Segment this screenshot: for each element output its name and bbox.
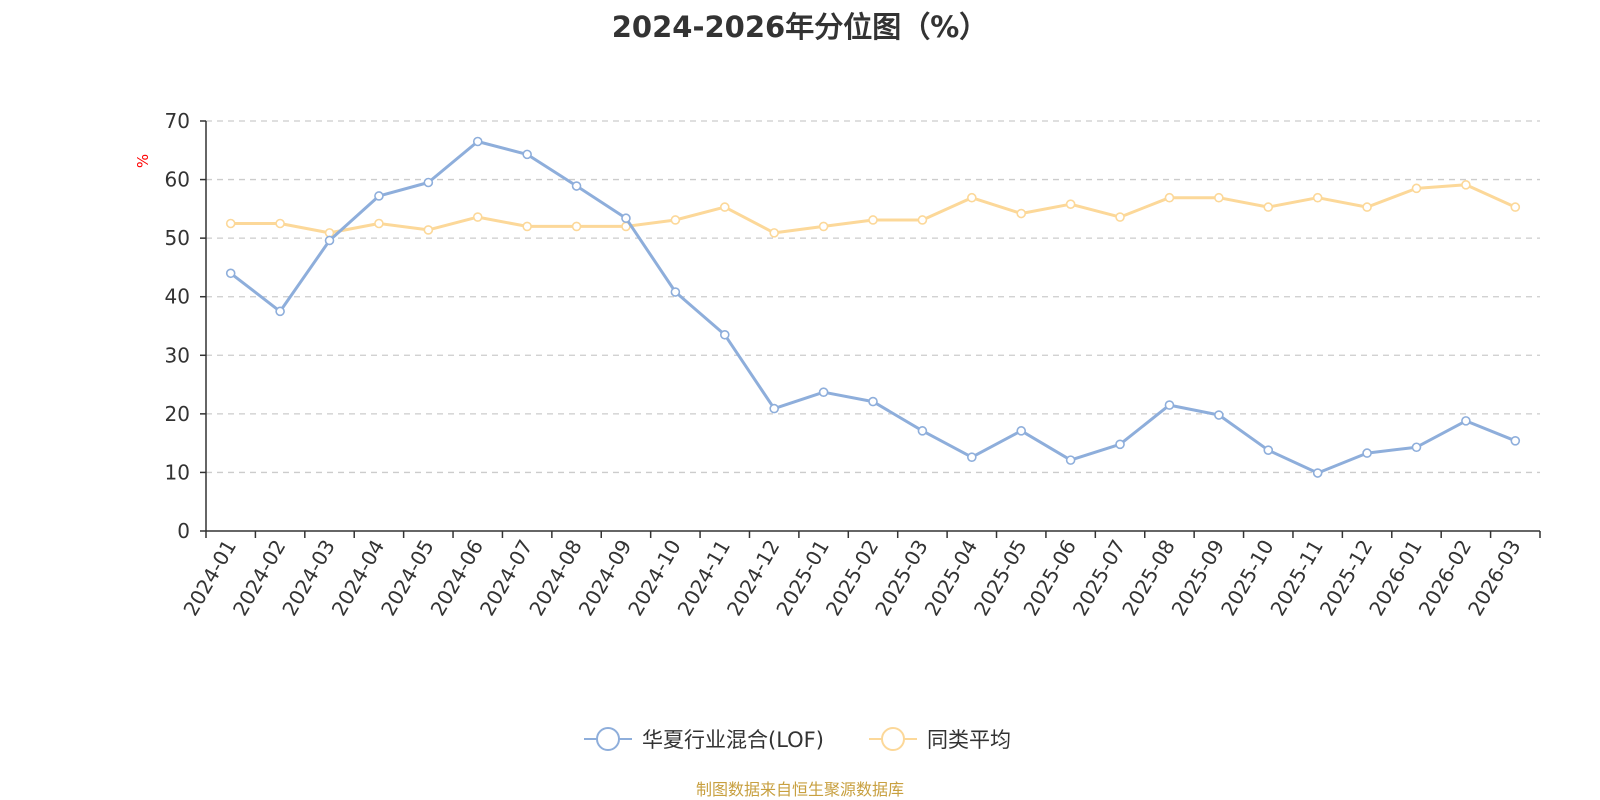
series-layer [225,136,1521,478]
series-2-point-2025-01[interactable] [818,221,829,232]
series-1-point-2026-01[interactable] [1411,442,1422,453]
series-1-point-2024-02[interactable] [275,306,285,317]
y-tick-label-50: 50 [165,226,190,250]
series-1-point-2024-08[interactable] [571,181,582,191]
y-axis-label: % [134,154,152,168]
series-1-point-2025-01[interactable] [818,387,829,397]
series-2-point-2025-04[interactable] [967,192,977,203]
series-2-line [230,183,1516,235]
series-1-point-2024-06[interactable] [472,136,483,147]
legend-marker-2 [881,727,905,751]
series-2-point-2026-03[interactable] [1510,202,1521,212]
y-tick-label-60: 60 [165,168,190,192]
series-2-point-2024-08[interactable] [571,221,582,232]
series-2-point-2025-02[interactable] [868,215,878,225]
series-2-point-2024-04[interactable] [374,218,384,229]
series-1-point-2025-07[interactable] [1115,439,1125,450]
legend-label-2: 同类平均 [927,728,1011,752]
series-1-point-2025-10[interactable] [1263,445,1274,455]
legend-item-2[interactable]: 同类平均 [869,727,1011,752]
series-1-point-2025-03[interactable] [917,426,928,436]
series-2-point-2024-07[interactable] [522,221,532,232]
series-1-point-2025-02[interactable] [868,396,878,407]
y-tick-label-40: 40 [165,285,190,309]
series-2-point-2025-06[interactable] [1065,199,1076,209]
series-2-point-2025-12[interactable] [1362,202,1372,212]
series-2-point-2025-05[interactable] [1016,208,1027,219]
series-1 [225,136,1521,478]
series-2-point-2025-10[interactable] [1263,202,1274,212]
legend-item-1[interactable]: 华夏行业混合(LOF) [584,727,824,752]
series-1-point-2024-04[interactable] [374,191,384,201]
y-tick-label-20: 20 [165,402,190,426]
series-1-point-2025-09[interactable] [1214,410,1224,420]
series-2-point-2024-12[interactable] [769,228,779,238]
series-2-point-2024-03[interactable] [324,228,335,238]
series-2-point-2025-07[interactable] [1115,212,1125,222]
series-1-point-2025-05[interactable] [1016,426,1027,436]
series-2-point-2025-08[interactable] [1164,192,1175,203]
series-1-point-2025-04[interactable] [967,452,977,463]
series-1-point-2025-11[interactable] [1312,468,1323,478]
series-2 [225,180,1521,238]
series-2-point-2024-06[interactable] [472,212,483,222]
y-tick-label-30: 30 [165,343,190,367]
grid-lines [206,120,1540,474]
series-2-point-2025-03[interactable] [917,215,928,225]
series-1-point-2025-12[interactable] [1362,448,1372,458]
series-1-point-2024-05[interactable] [423,177,434,188]
series-1-line [229,140,1516,475]
series-2-point-2024-01[interactable] [225,218,236,229]
y-tick-label-10: 10 [165,460,190,484]
series-2-point-2024-05[interactable] [423,225,434,235]
data-source-note: 制图数据来自恒生聚源数据库 [695,780,904,799]
legend-label-1: 华夏行业混合(LOF) [642,728,824,752]
chart-title: 2024-2026年分位图（%） [611,10,989,44]
series-1-point-2026-03[interactable] [1510,435,1521,446]
series-1-point-2024-01[interactable] [225,268,236,279]
series-2-point-2024-02[interactable] [275,218,285,229]
series-1-point-2024-10[interactable] [670,287,681,297]
series-1-point-2024-11[interactable] [719,329,730,340]
series-1-point-2024-03[interactable] [324,235,335,246]
series-1-point-2024-12[interactable] [769,403,779,414]
y-tick-label-70: 70 [165,109,190,133]
axes: 010203040506070%2024-012024-022024-03202… [134,109,1541,620]
series-1-point-2025-06[interactable] [1065,455,1076,465]
series-2-point-2025-09[interactable] [1214,192,1224,203]
y-tick-label-0: 0 [177,519,190,543]
legend-marker-1 [596,727,620,751]
series-1-point-2024-07[interactable] [522,149,532,160]
legend[interactable]: 华夏行业混合(LOF) 同类平均 [584,727,1011,752]
series-2-point-2026-01[interactable] [1411,183,1422,194]
series-2-point-2026-02[interactable] [1461,180,1471,190]
series-2-point-2025-11[interactable] [1312,192,1323,203]
series-2-point-2024-11[interactable] [719,202,730,212]
series-1-point-2024-09[interactable] [621,213,631,224]
series-2-point-2024-10[interactable] [670,215,681,225]
series-1-point-2026-02[interactable] [1461,416,1471,426]
series-1-point-2025-08[interactable] [1164,400,1175,410]
